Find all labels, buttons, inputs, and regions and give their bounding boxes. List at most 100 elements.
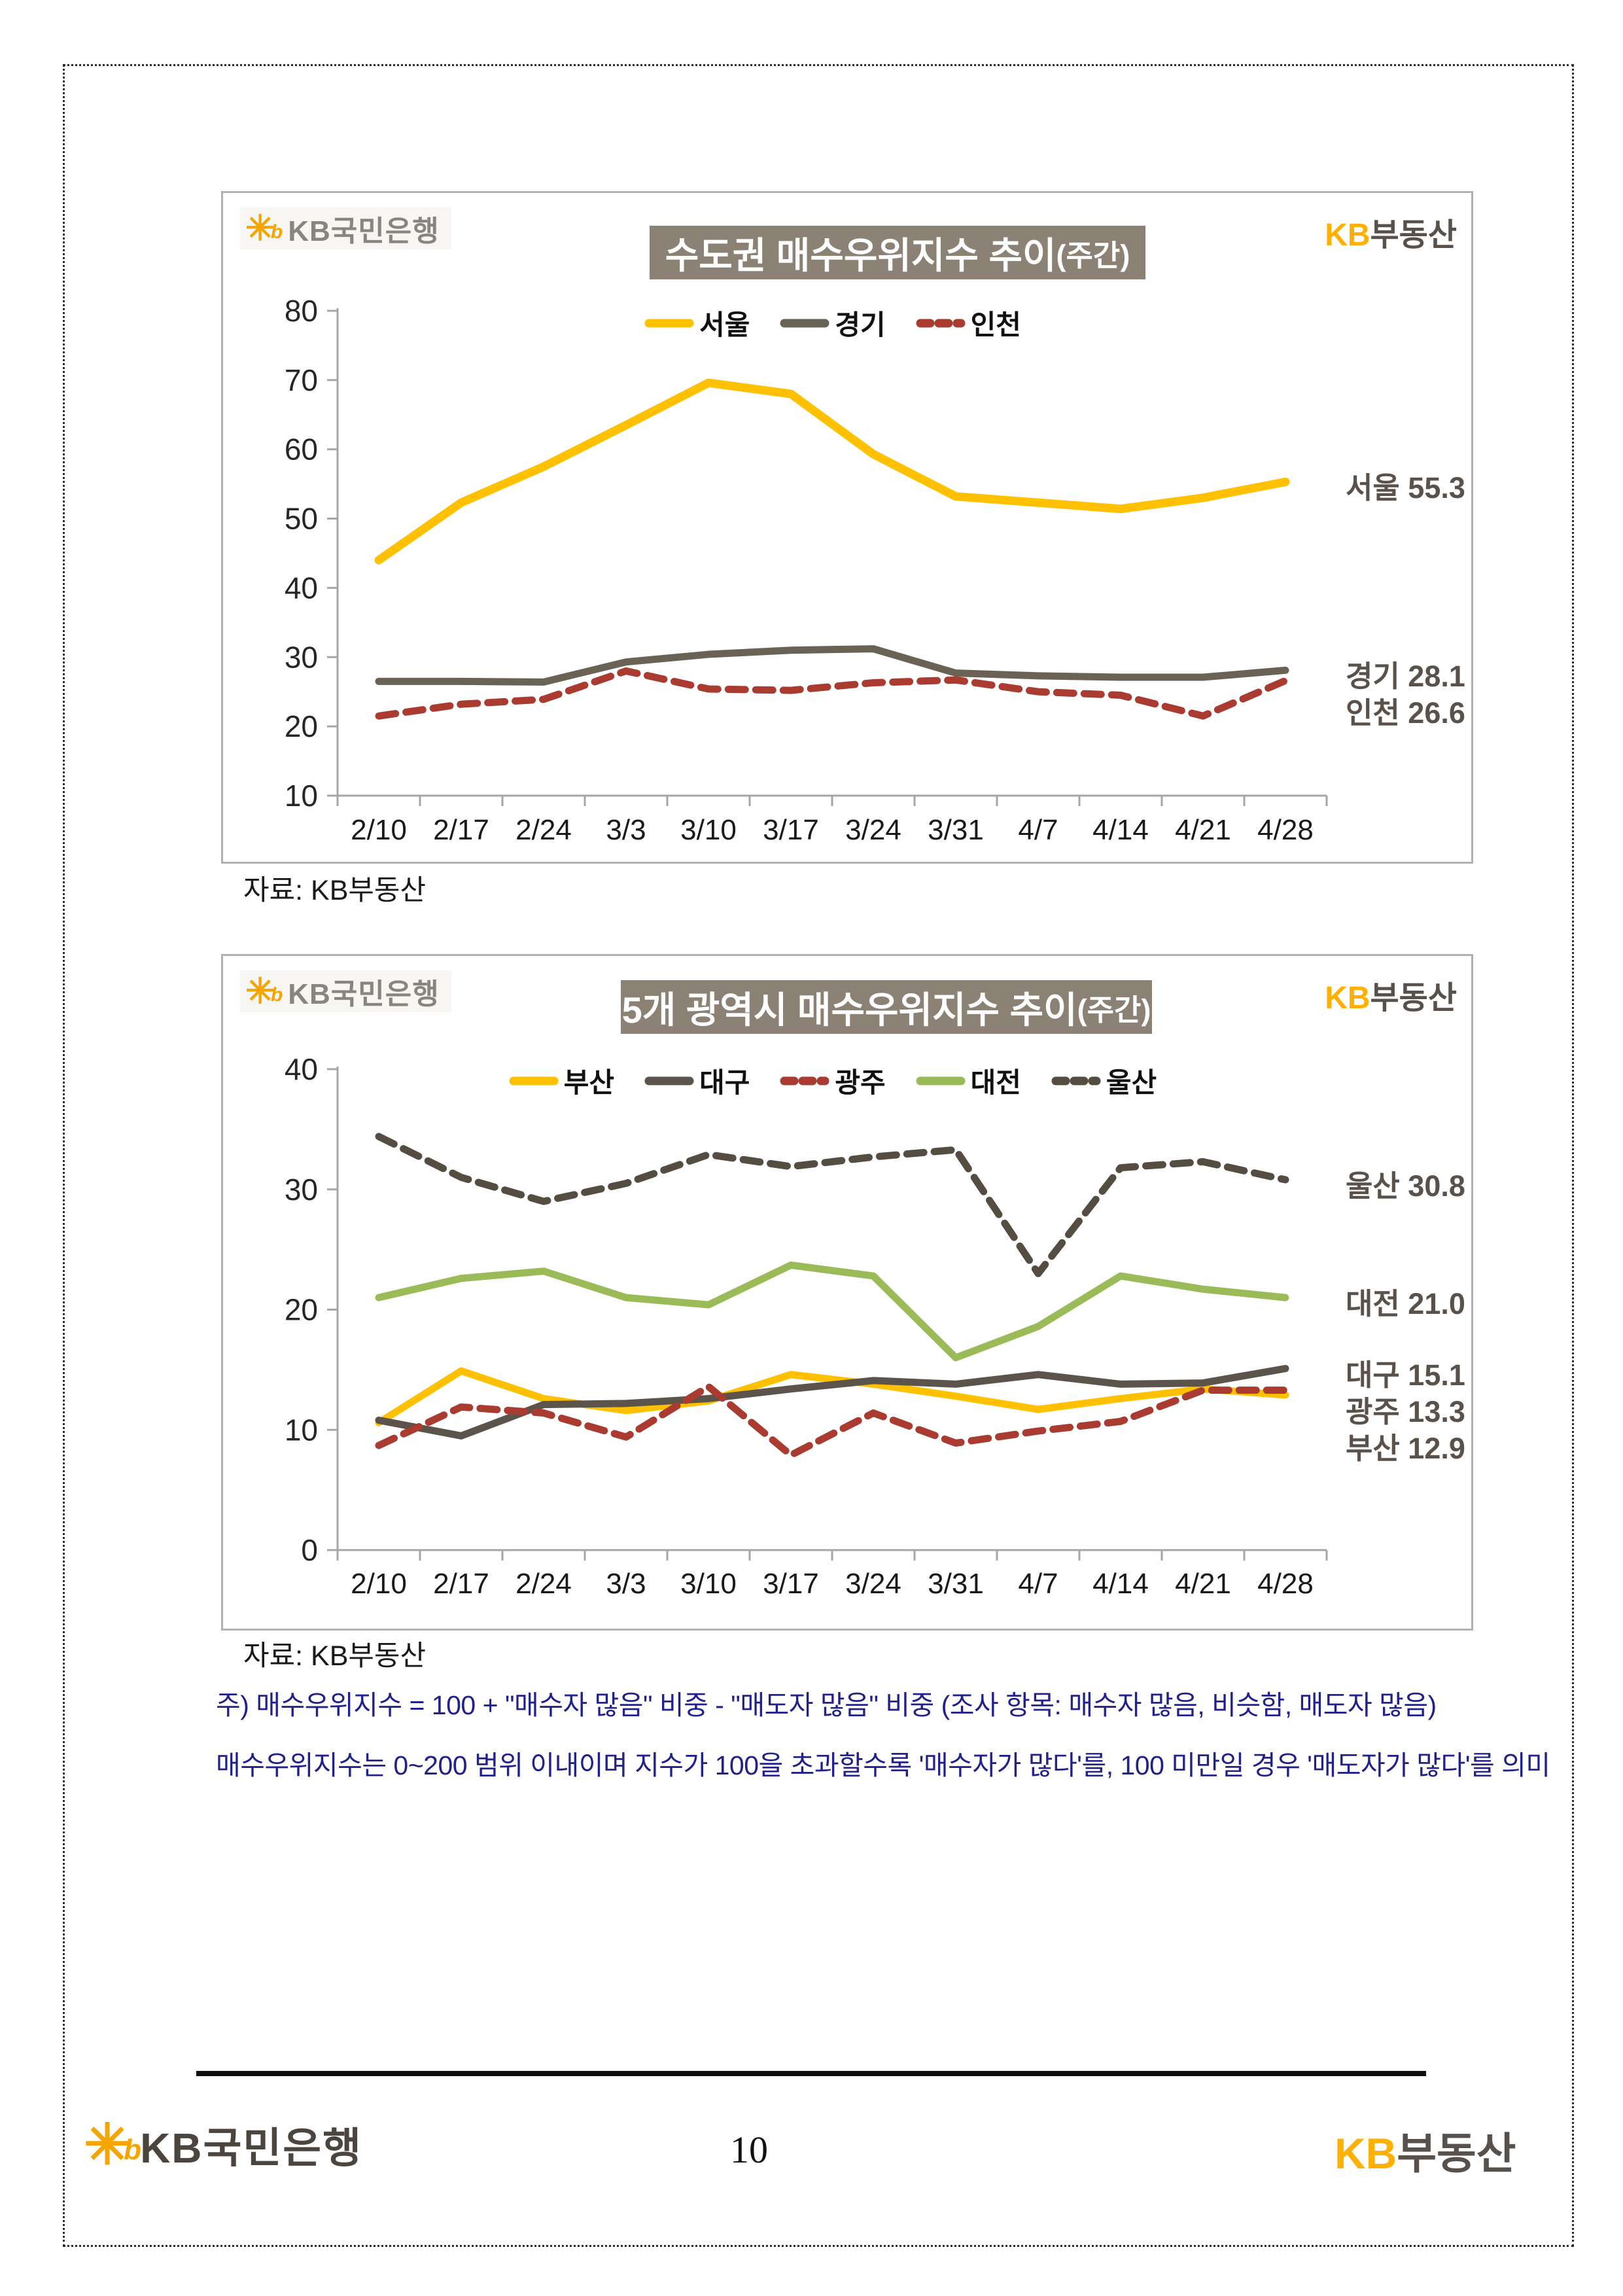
x-tick-label: 3/31 [928,814,984,846]
legend-label: 경기 [835,309,886,340]
series-line-광주 [375,1383,1289,1459]
chart-title-text: 수도권 매수우위지수 추이 [665,234,1056,276]
x-tick-label: 2/10 [351,1568,407,1600]
kb-star-icon: ✳ b [84,2113,142,2176]
kb-bank-logo-text: KB국민은행 [288,215,440,247]
legend-label: 인천 [970,309,1021,340]
series-end-label: 부산 12.9 [1346,1431,1465,1465]
kb-bank-logo-text: KB국민은행 [288,978,440,1010]
x-tick-label: 3/10 [680,814,737,846]
footer-kb-realty-logo: KB부동산 [1335,2129,1516,2178]
x-tick-label: 4/21 [1175,814,1231,846]
legend-label: 울산 [1106,1067,1157,1098]
chart-title: 5개 광역시 매수우위지수 추이 (주간) [621,980,1152,1034]
x-tick-label: 3/31 [928,1568,984,1600]
legend-swatch [509,1076,559,1085]
x-tick-label: 3/17 [763,814,819,846]
y-tick-label: 10 [285,1413,318,1447]
page-dotted-border [63,64,1574,2247]
footnote-range: 매수우위지수는 0~200 범위 이내이며 지수가 100을 초과할수록 '매수… [216,1750,1550,1780]
series-line-부산 [375,1367,1289,1426]
series-line-서울 [374,378,1290,565]
footer-divider [196,2071,1426,2076]
chart-title-text: 5개 광역시 매수우위지수 추이 [621,989,1077,1031]
y-tick-label: 40 [285,1052,318,1086]
kb-realty-logo: KB부동산 [1325,981,1457,1016]
legend-item-광주: 광주 [778,1061,886,1101]
legend-label: 광주 [835,1067,886,1098]
x-tick-label: 4/7 [1018,1568,1058,1600]
page-number: 10 [730,2128,768,2171]
series-end-label: 광주 13.3 [1346,1394,1465,1428]
x-tick-label: 2/24 [515,814,572,846]
legend-item-인천: 인천 [915,303,1021,343]
y-tick-label: 70 [285,363,318,397]
legend-swatch [780,319,829,327]
y-tick-label: 20 [285,709,318,743]
y-tick-label: 30 [285,1173,318,1207]
series-line-울산 [375,1133,1289,1277]
legend-item-대전: 대전 [915,1061,1021,1101]
legend-swatch [1051,1076,1101,1085]
legend-label: 서울 [699,309,750,340]
x-tick-label: 4/28 [1257,1568,1314,1600]
x-tick-label: 3/24 [845,814,901,846]
y-tick-label: 60 [285,433,318,467]
x-tick-label: 3/17 [763,1568,819,1600]
y-tick-label: 10 [285,779,318,813]
kb-kookmin-bank-logo: ✳ b KB국민은행 [240,970,451,1012]
legend-item-경기: 경기 [778,303,886,343]
series-end-label: 울산 30.8 [1346,1169,1465,1203]
y-tick-label: 0 [301,1533,318,1567]
x-tick-label: 4/14 [1092,814,1149,846]
x-tick-label: 2/17 [433,1568,489,1600]
series-end-label: 인천 26.6 [1346,696,1465,730]
kb-star-icon: ✳ b [245,972,283,1011]
footnote-definition: 주) 매수우위지수 = 100 + "매수자 많음" 비중 - "매도자 많음"… [216,1690,1437,1720]
x-tick-label: 3/3 [606,814,646,846]
legend-swatch [916,1076,966,1085]
series-line-대전 [375,1262,1289,1362]
x-tick-label: 4/21 [1175,1568,1231,1600]
legend-label: 대전 [970,1067,1021,1098]
line-chart-plot: 40 30 20 10 0 2/10 2/17 2/24 3/3 3/10 3/17 3/24 3/31… [285,1052,1328,1600]
x-tick-label: 3/10 [680,1568,737,1600]
kb-realty-logo: KB부동산 [1325,218,1457,253]
y-tick-label: 50 [285,502,318,536]
series-end-label: 대전 21.0 [1346,1287,1465,1321]
legend-item-서울: 서울 [643,303,750,343]
legend-label: 부산 [563,1067,615,1098]
source-note: 자료: KB부동산 [243,875,427,906]
chart-title-suffix: (주간) [1056,238,1130,272]
y-tick-label: 20 [285,1293,318,1327]
series-end-label: 대구 15.1 [1346,1358,1465,1392]
legend-swatch [916,319,966,327]
chart-title: 수도권 매수우위지수 추이 (주간) [650,226,1145,279]
legend-swatch [780,1076,829,1085]
kb-kookmin-bank-logo: ✳ b KB국민은행 [240,207,451,249]
series-end-label: 서울 55.3 [1346,471,1465,505]
x-tick-label: 3/3 [606,1568,646,1600]
metro-area-chart-card: ✳ b KB국민은행 수도권 매수우위지수 추이 (주간) KB부동산 서울 경기 인천… [221,191,1473,864]
x-tick-label: 2/17 [433,814,489,846]
x-tick-label: 3/24 [845,1568,901,1600]
legend-label: 대구 [699,1067,750,1098]
legend-item-부산: 부산 [508,1061,614,1101]
y-tick-label: 80 [285,294,318,328]
x-tick-label: 4/7 [1018,814,1058,846]
x-tick-label: 2/24 [515,1568,572,1600]
series-line-경기 [375,645,1289,686]
y-tick-label: 40 [285,571,318,605]
legend: 서울 경기 인천 [338,303,1327,343]
series-end-label: 경기 28.1 [1346,660,1465,694]
legend-item-울산: 울산 [1050,1061,1157,1101]
line-chart-plot: 80 70 60 50 40 30 20 10 2/10 2/17 2/24 3/3 3/10 3/17 3… [285,294,1328,846]
footer-kb-bank-logo: ✳ b KB국민은행 [84,2113,363,2176]
x-tick-label: 4/14 [1092,1568,1149,1600]
y-tick-label: 30 [285,640,318,674]
legend-swatch [644,1076,694,1085]
x-tick-label: 4/28 [1257,814,1314,846]
series-line-대구 [375,1365,1289,1439]
